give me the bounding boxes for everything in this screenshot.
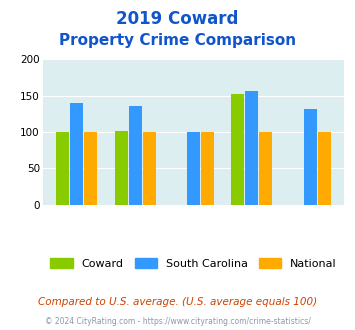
Bar: [187, 132, 200, 205]
Bar: [201, 132, 214, 205]
Bar: [260, 132, 272, 205]
Text: 2019 Coward: 2019 Coward: [116, 10, 239, 28]
Bar: [129, 106, 142, 205]
Text: © 2024 CityRating.com - https://www.cityrating.com/crime-statistics/: © 2024 CityRating.com - https://www.city…: [45, 317, 310, 326]
Bar: [56, 132, 69, 205]
Bar: [318, 132, 331, 205]
Bar: [143, 132, 155, 205]
Bar: [245, 91, 258, 205]
Legend: Coward, South Carolina, National: Coward, South Carolina, National: [46, 254, 341, 273]
Bar: [231, 93, 244, 205]
Text: Property Crime Comparison: Property Crime Comparison: [59, 33, 296, 48]
Bar: [304, 110, 317, 205]
Bar: [115, 131, 127, 205]
Text: Compared to U.S. average. (U.S. average equals 100): Compared to U.S. average. (U.S. average …: [38, 297, 317, 307]
Bar: [70, 103, 83, 205]
Bar: [84, 132, 97, 205]
